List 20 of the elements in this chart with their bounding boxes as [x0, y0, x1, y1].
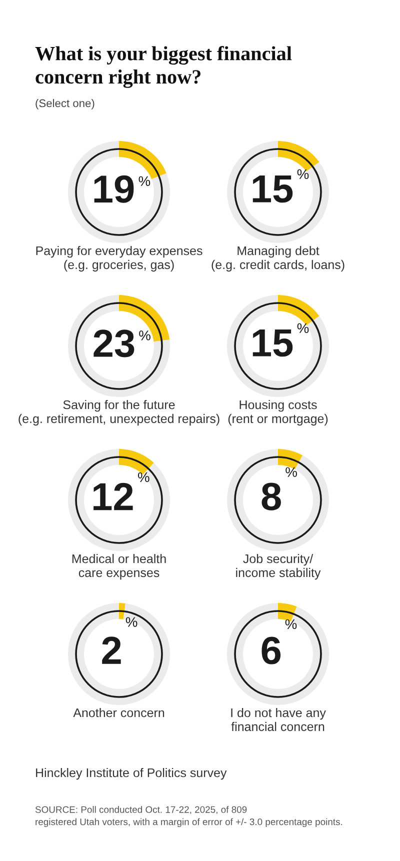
text: (Select one) [36, 99, 94, 110]
data-label: 2% [102, 617, 138, 664]
text: Managing debt (e.g. credit cards, loans) [212, 246, 344, 272]
text: Hinckley Institute of Politics survey [36, 768, 227, 780]
data-label: 23% [94, 330, 150, 358]
text: Job security/ income stability [236, 554, 321, 580]
data-label: 8% [262, 467, 297, 510]
text: Medical or health care expenses [72, 554, 166, 580]
text: Housing costs (rent or mortgage) [228, 400, 328, 426]
data-label: 6% [262, 619, 297, 664]
data-label: 12% [94, 472, 150, 510]
text: Another concern [73, 708, 164, 718]
text: What is your biggest financial concern right now? [35, 46, 292, 88]
text: I do not have any financial concern [231, 708, 326, 732]
data-label: 15% [252, 169, 309, 203]
data-label: 19% [94, 175, 150, 203]
text: Saving for the future (e.g. retirement, unexpected repairs) [18, 400, 220, 426]
text: Paying for everyday expenses (e.g. groceries, gas) [36, 246, 202, 272]
data-label: 15% [252, 323, 309, 357]
source-note: SOURCE: Poll conducted Oct. 17-22, 2025, of 809 registered Utah voters, with a margin of error of +/- 3.0 percentage points. [35, 806, 342, 828]
